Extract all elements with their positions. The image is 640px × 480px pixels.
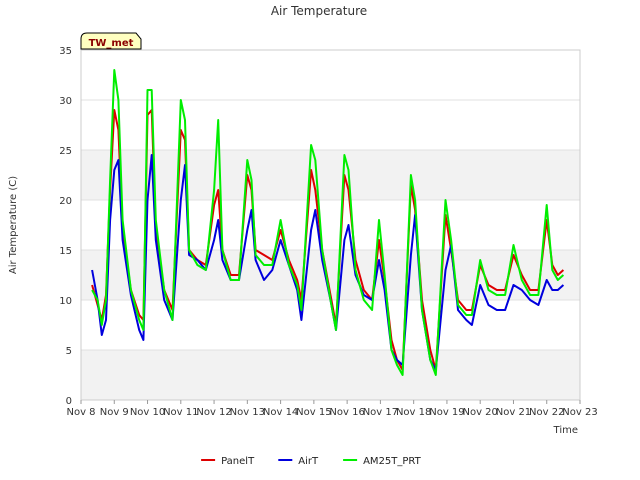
x-tick-label: Nov 23	[562, 407, 597, 418]
y-tick-label: 20	[59, 196, 72, 207]
x-tick-label: Nov 21	[496, 407, 531, 418]
y-tick-label: 35	[59, 46, 72, 57]
x-tick-label: Nov 19	[429, 407, 464, 418]
y-tick-label: 15	[59, 246, 72, 257]
grid-band	[81, 150, 580, 200]
legend-label-panelt: PanelT	[221, 456, 255, 467]
y-tick-label: 10	[59, 296, 72, 307]
grid-band	[81, 350, 580, 400]
x-tick-label: Nov 20	[462, 407, 497, 418]
series-layer	[91, 69, 565, 376]
series-line-airt	[91, 154, 565, 371]
plot-frame	[80, 49, 581, 401]
x-tick-label: Nov 13	[230, 407, 265, 418]
site-badge: TW_met	[80, 32, 142, 50]
y-tick-label: 25	[59, 146, 72, 157]
x-tick-label: Nov 8	[66, 407, 95, 418]
legend: PanelT AirT AM25T_PRT	[201, 456, 422, 467]
y-axis-ticks: 0 5 10 15 20 25 30 35	[59, 46, 72, 407]
y-tick-label: 0	[66, 396, 72, 407]
x-axis-title: Time	[553, 425, 578, 436]
x-tick-label: Nov 22	[529, 407, 564, 418]
plot-area	[81, 50, 580, 400]
grid-band	[81, 50, 580, 100]
y-axis-title: Air Temperature (C)	[8, 176, 19, 274]
site-label: TW_met	[89, 38, 134, 49]
site-badge-shape	[80, 32, 142, 50]
x-tick-label: Nov 12	[196, 407, 231, 418]
y-tick-label: 5	[66, 346, 72, 357]
x-tick-label: Nov 10	[130, 407, 165, 418]
y-tick-label: 30	[59, 96, 72, 107]
series-line-am25t-prt	[91, 69, 565, 376]
plot-background	[80, 49, 581, 401]
chart-title: Air Temperature	[271, 4, 367, 18]
x-tick-label: Nov 14	[263, 407, 298, 418]
legend-label-airt: AirT	[298, 456, 319, 467]
x-tick-label: Nov 15	[296, 407, 331, 418]
x-tick-label: Nov 9	[100, 407, 129, 418]
x-tick-label: Nov 11	[163, 407, 198, 418]
x-tick-label: Nov 18	[396, 407, 431, 418]
x-tick-label: Nov 17	[363, 407, 398, 418]
x-tick-label: Nov 16	[329, 407, 364, 418]
legend-label-am25t-prt: AM25T_PRT	[363, 456, 422, 467]
